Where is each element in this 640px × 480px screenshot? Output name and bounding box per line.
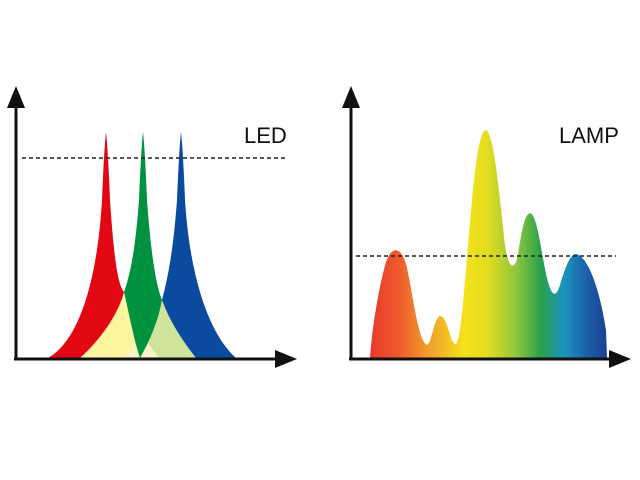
lamp-y-axis-arrow-icon	[342, 86, 360, 108]
lamp-x-axis-arrow-icon	[609, 350, 631, 368]
red-peak	[48, 132, 124, 358]
yellow-green-overlap	[140, 300, 196, 358]
led-y-axis-arrow-icon	[7, 86, 25, 108]
led-label: LED	[244, 123, 287, 148]
lamp-spectrum	[370, 130, 607, 358]
green-peak	[124, 132, 162, 358]
led-x-axis-arrow-icon	[275, 350, 297, 368]
lamp-label: LAMP	[559, 123, 619, 148]
blue-peak	[162, 132, 236, 358]
lamp-panel: LAMP	[342, 86, 631, 368]
led-panel: LED	[7, 86, 297, 368]
